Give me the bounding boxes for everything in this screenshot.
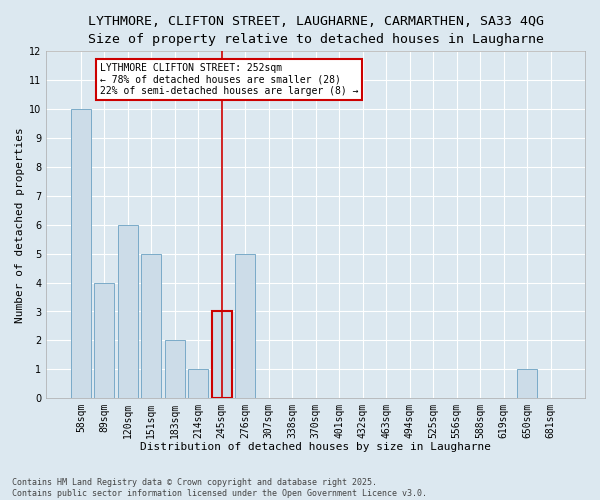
Bar [212,312,232,398]
Bar [235,254,255,398]
Bar [71,109,91,398]
Bar [517,370,537,398]
Y-axis label: Number of detached properties: Number of detached properties [15,127,25,322]
Bar [188,370,208,398]
Text: LYTHMORE CLIFTON STREET: 252sqm
← 78% of detached houses are smaller (28)
22% of: LYTHMORE CLIFTON STREET: 252sqm ← 78% of… [100,63,358,96]
Title: LYTHMORE, CLIFTON STREET, LAUGHARNE, CARMARTHEN, SA33 4QG
Size of property relat: LYTHMORE, CLIFTON STREET, LAUGHARNE, CAR… [88,15,544,46]
Bar [165,340,185,398]
Bar [94,282,115,398]
Bar [142,254,161,398]
X-axis label: Distribution of detached houses by size in Laugharne: Distribution of detached houses by size … [140,442,491,452]
Text: Contains HM Land Registry data © Crown copyright and database right 2025.
Contai: Contains HM Land Registry data © Crown c… [12,478,427,498]
Bar [118,225,138,398]
